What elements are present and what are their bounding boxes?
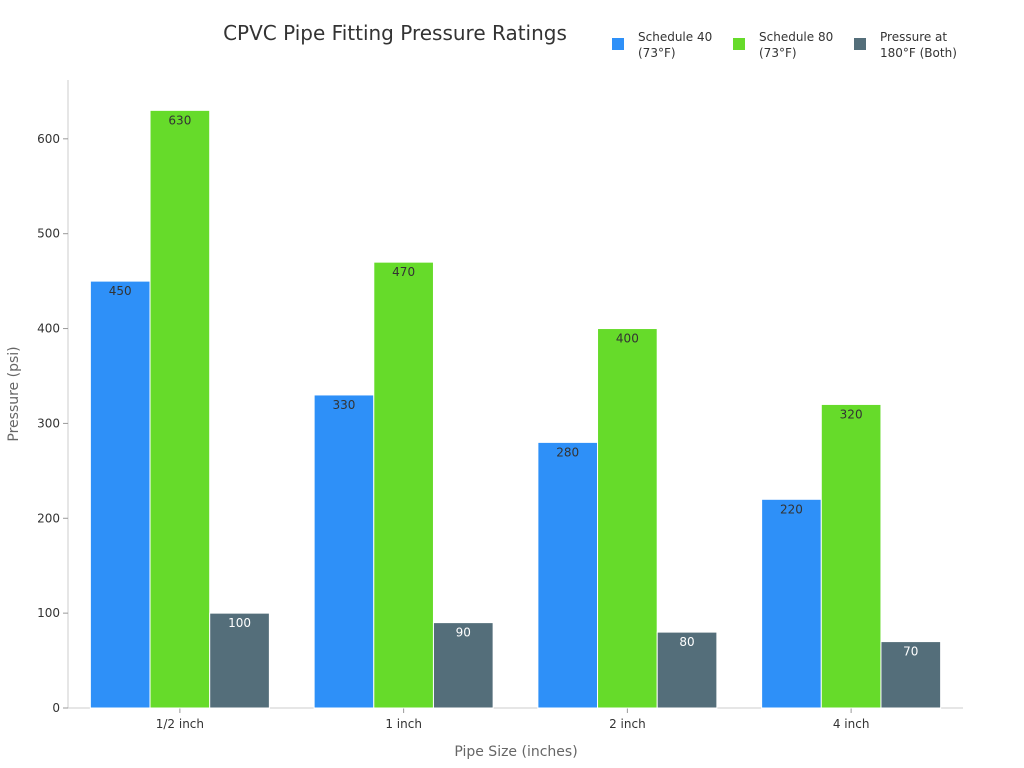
data-label: 630 (168, 113, 191, 127)
legend-label: Schedule 80 (759, 30, 833, 44)
bar (880, 641, 942, 709)
y-axis-label: Pressure (psi) (6, 346, 22, 441)
data-label: 400 (616, 332, 639, 346)
bar (313, 394, 375, 709)
legend-label: (73°F) (638, 46, 676, 60)
chart-title: CPVC Pipe Fitting Pressure Ratings (223, 21, 567, 45)
legend-label: (73°F) (759, 46, 797, 60)
x-tick-label: 1 inch (385, 717, 422, 731)
bar (373, 261, 434, 709)
bar (656, 631, 718, 709)
y-tick-label: 100 (37, 606, 60, 620)
legend-label: Schedule 40 (638, 30, 712, 44)
y-tick-label: 300 (37, 416, 60, 430)
x-tick-label: 4 inch (833, 717, 870, 731)
y-tick-label: 600 (37, 132, 60, 146)
bar (432, 622, 494, 709)
data-label: 450 (109, 284, 132, 298)
bar (89, 280, 151, 709)
data-label: 320 (840, 407, 863, 421)
legend-swatch (612, 38, 624, 50)
bar (761, 498, 822, 709)
bar (820, 403, 882, 709)
legend-swatch (733, 38, 745, 50)
data-label: 70 (903, 645, 918, 659)
legend-label: Pressure at (880, 30, 947, 44)
y-tick-label: 500 (37, 227, 60, 241)
y-tick-label: 400 (37, 322, 60, 336)
bar (209, 612, 270, 709)
legend-label: 180°F (Both) (880, 46, 957, 60)
bar (597, 328, 658, 709)
x-axis-label: Pipe Size (inches) (454, 744, 577, 760)
y-tick-label: 200 (37, 511, 60, 525)
data-label: 220 (780, 502, 803, 516)
legend-swatch (854, 38, 866, 50)
bar (537, 441, 599, 709)
x-tick-label: 2 inch (609, 717, 646, 731)
data-label: 80 (679, 635, 694, 649)
data-label: 330 (333, 398, 356, 412)
data-label: 470 (392, 265, 415, 279)
data-label: 100 (228, 616, 251, 630)
data-label: 90 (456, 626, 471, 640)
bar (149, 109, 211, 709)
x-tick-label: 1/2 inch (156, 717, 204, 731)
data-label: 280 (556, 445, 579, 459)
y-tick-label: 0 (52, 701, 60, 715)
